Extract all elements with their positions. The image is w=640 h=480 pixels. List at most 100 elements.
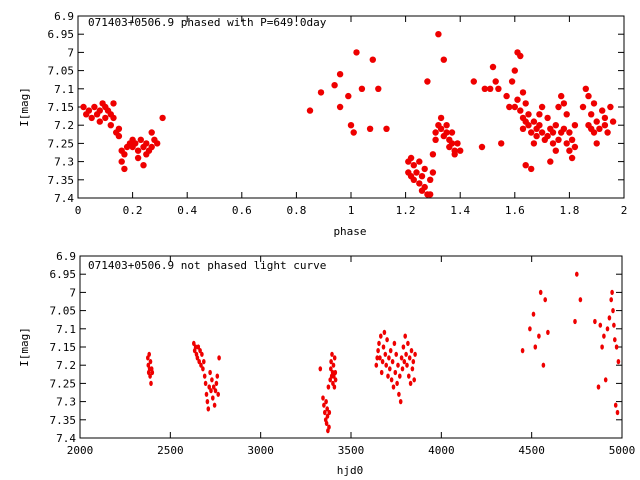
y-tick-label: 7 <box>69 286 76 299</box>
y-tick-label: 7.25 <box>48 137 75 150</box>
data-point <box>369 56 376 63</box>
data-point <box>601 114 609 122</box>
data-point <box>216 391 220 397</box>
data-point <box>143 140 150 147</box>
data-point <box>197 359 201 365</box>
data-point <box>384 362 389 368</box>
data-point <box>350 129 357 136</box>
data-point <box>481 85 488 93</box>
data-point <box>327 409 332 416</box>
data-point <box>421 165 428 173</box>
data-point <box>407 154 415 162</box>
y-tick-label: 6.95 <box>48 28 75 41</box>
data-point <box>374 362 379 368</box>
data-point <box>202 359 206 365</box>
y-tick-label: 7.1 <box>54 83 74 96</box>
data-point <box>121 151 128 158</box>
data-point <box>198 348 202 354</box>
y-tick-label: 7.1 <box>56 323 76 336</box>
data-point <box>404 351 408 357</box>
data-point <box>437 114 445 122</box>
data-point <box>421 183 428 191</box>
data-point <box>326 384 331 390</box>
data-point <box>397 391 401 397</box>
data-point <box>390 359 395 365</box>
data-point <box>375 355 380 361</box>
data-point <box>599 107 606 114</box>
data-point <box>392 340 397 346</box>
data-point <box>432 129 439 136</box>
data-point <box>525 122 532 129</box>
data-point <box>333 377 338 383</box>
y-tick-label: 7.05 <box>48 65 75 78</box>
data-point <box>91 103 98 111</box>
data-point <box>132 140 139 147</box>
data-point <box>575 271 579 277</box>
data-point <box>96 107 104 114</box>
data-point <box>547 158 554 165</box>
data-point <box>148 373 152 379</box>
data-point <box>323 409 327 416</box>
data-point <box>541 362 546 368</box>
data-point <box>149 380 153 386</box>
data-point <box>616 359 621 365</box>
x-axis-label: hjd0 <box>337 464 364 477</box>
data-point <box>403 333 408 339</box>
data-point <box>519 125 527 132</box>
data-point <box>102 114 109 122</box>
data-point <box>538 289 543 295</box>
data-point <box>478 143 486 151</box>
x-tick-label: 0.8 <box>286 204 306 217</box>
data-point <box>588 111 595 118</box>
x-tick-label: 0.2 <box>123 204 143 217</box>
data-point <box>353 49 360 56</box>
data-point <box>454 140 461 147</box>
data-point <box>115 132 123 140</box>
data-point <box>552 147 559 154</box>
data-point <box>555 103 562 111</box>
data-point <box>154 140 161 147</box>
data-point <box>212 402 217 408</box>
data-point <box>388 366 392 372</box>
data-point <box>489 63 497 71</box>
data-point <box>579 103 587 111</box>
x-tick-label: 1.4 <box>450 204 470 217</box>
data-point <box>331 362 336 368</box>
data-point <box>383 125 390 132</box>
data-point <box>330 351 334 357</box>
data-point <box>332 384 337 390</box>
y-tick-label: 7.35 <box>50 414 77 427</box>
data-point <box>408 380 413 386</box>
data-point <box>602 333 606 339</box>
data-point <box>573 318 577 325</box>
data-point <box>596 125 603 132</box>
data-point <box>470 78 477 85</box>
data-point <box>582 85 589 93</box>
data-point <box>525 111 532 118</box>
data-point <box>193 344 198 350</box>
data-point <box>134 154 142 162</box>
x-tick-label: 1.8 <box>559 204 579 217</box>
data-point <box>517 107 524 114</box>
data-point <box>358 85 366 93</box>
data-point <box>498 140 505 147</box>
data-point <box>517 52 524 60</box>
data-point <box>217 355 221 361</box>
data-point <box>317 89 325 96</box>
data-point <box>411 359 416 365</box>
y-tick-label: 7.3 <box>56 396 76 409</box>
data-point <box>528 326 532 332</box>
data-point <box>536 122 543 129</box>
data-point <box>322 402 326 408</box>
data-point <box>377 340 381 346</box>
data-point <box>324 399 328 405</box>
x-tick-label: 1.6 <box>505 204 525 217</box>
data-point <box>544 132 551 140</box>
data-point <box>578 297 583 303</box>
data-point <box>107 122 115 129</box>
data-point <box>590 129 598 136</box>
data-point <box>96 118 104 125</box>
data-point <box>204 391 209 397</box>
data-point <box>429 151 437 158</box>
